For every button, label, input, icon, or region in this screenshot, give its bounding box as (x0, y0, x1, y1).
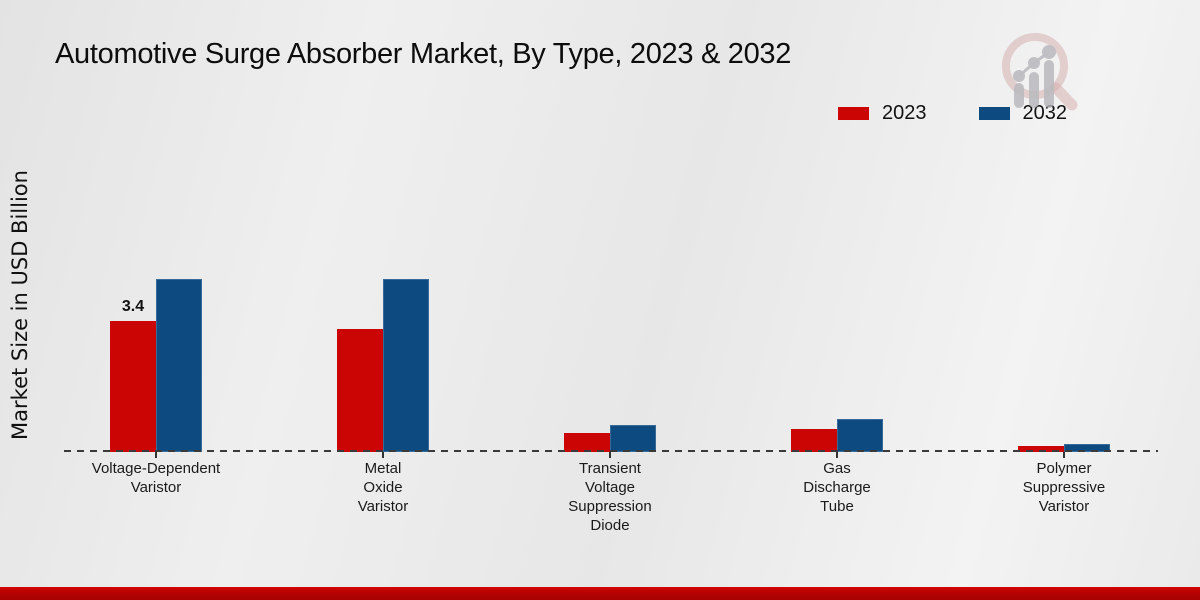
bar-2023-voltage-dependent-varistor (110, 321, 156, 452)
bar-2032-transient-voltage-suppression-diode (610, 425, 656, 452)
bar-2023-transient-voltage-suppression-diode (564, 433, 610, 452)
category-label-voltage-dependent-varistor: Voltage-Dependent Varistor (91, 460, 221, 496)
bar-2032-polymer-suppressive-varistor (1064, 444, 1110, 452)
x-axis-dashed-line (64, 450, 1158, 452)
bar-2023-polymer-suppressive-varistor (1018, 446, 1064, 452)
y-axis-label: Market Size in USD Billion (8, 170, 32, 440)
bar-2023-metal-oxide-varistor (337, 329, 383, 452)
bar-2032-voltage-dependent-varistor (156, 279, 202, 452)
bar-value-label: 3.4 (121, 298, 145, 316)
footer-accent-band (0, 587, 1200, 600)
category-label-polymer-suppressive-varistor: Polymer Suppressive Varistor (1022, 460, 1106, 515)
x-axis-tick (155, 452, 157, 458)
category-label-gas-discharge-tube: Gas Discharge Tube (803, 460, 871, 515)
legend-label: 2023 (882, 102, 927, 124)
x-axis-tick (609, 452, 611, 458)
category-label-metal-oxide-varistor: Metal Oxide Varistor (357, 460, 409, 515)
bar-2032-metal-oxide-varistor (383, 279, 429, 452)
bar-2023-gas-discharge-tube (791, 429, 837, 452)
legend-swatch-2032 (978, 107, 1010, 120)
chart-title: Automotive Surge Absorber Market, By Typ… (55, 38, 792, 70)
category-label-transient-voltage-suppression-diode: Transient Voltage Suppression Diode (568, 460, 652, 534)
market-research-future-logo-watermark (1002, 33, 1078, 111)
x-axis-tick (836, 452, 838, 458)
bar-2032-gas-discharge-tube (837, 419, 883, 452)
legend-swatch-2023 (838, 107, 869, 120)
legend-item-2023: 2023 (838, 102, 927, 125)
x-axis-tick (1063, 452, 1065, 458)
x-axis-tick (382, 452, 384, 458)
